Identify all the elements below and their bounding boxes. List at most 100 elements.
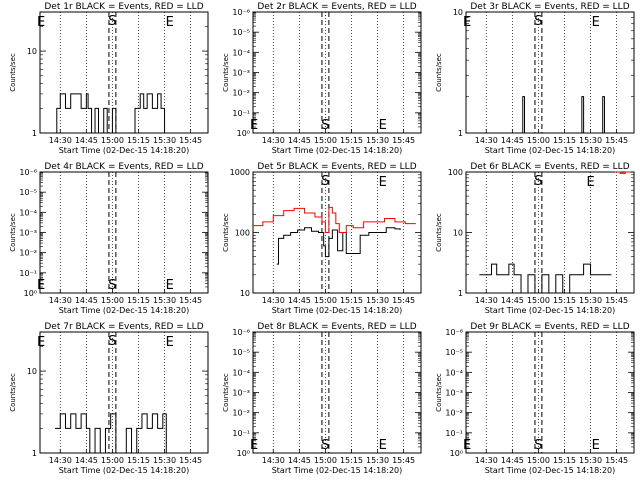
x-axis-label: Start Time (02-Dec-15 14:18:20) <box>485 466 616 475</box>
panel-title: Det 5r BLACK = Events, RED = LLD <box>257 162 416 172</box>
x-tick-label: 15:15 <box>553 296 576 305</box>
x-tick-label: 15:45 <box>605 456 628 465</box>
x-tick-label: 14:30 <box>49 456 72 465</box>
y-tick-label: 1 <box>458 129 463 138</box>
marker-e: E <box>592 438 600 453</box>
marker-s: S <box>321 174 329 189</box>
y-tick-label: 10⁰ <box>237 449 250 458</box>
marker-e: E <box>592 15 600 30</box>
x-tick-label: 15:30 <box>579 296 602 305</box>
marker-e: E <box>250 118 258 133</box>
marker-e: E <box>37 15 45 30</box>
y-tick-label: 10⁻⁴ <box>445 368 463 377</box>
x-tick-label: 15:00 <box>314 136 337 145</box>
marker-e: E <box>463 438 471 453</box>
marker-s: S <box>534 14 542 29</box>
x-tick-label: 14:30 <box>262 296 285 305</box>
y-tick-label: 100 <box>235 229 250 238</box>
x-tick-label: 15:45 <box>179 136 202 145</box>
x-tick-label: 15:30 <box>153 296 176 305</box>
plot-frame <box>465 11 635 134</box>
y-tick-label: 10⁻³ <box>232 69 250 78</box>
x-tick-label: 14:30 <box>49 136 72 145</box>
marker-e: E <box>250 438 258 453</box>
panel-title: Det 9r BLACK = Events, RED = LLD <box>470 322 629 332</box>
x-tick-label: 15:30 <box>366 136 389 145</box>
x-tick-label: 15:45 <box>392 296 415 305</box>
series-events-line <box>276 227 401 265</box>
x-axis-label: Start Time (02-Dec-15 14:18:20) <box>485 146 616 155</box>
x-tick-label: 15:45 <box>179 456 202 465</box>
marker-s: S <box>321 118 329 133</box>
x-tick-label: 15:15 <box>127 456 150 465</box>
x-axis-label: Start Time (02-Dec-15 14:18:20) <box>59 146 190 155</box>
x-tick-label: 15:30 <box>579 456 602 465</box>
x-tick-label: 14:30 <box>262 456 285 465</box>
y-tick-label: 1 <box>458 289 463 298</box>
marker-s: S <box>108 334 116 349</box>
x-tick-label: 14:30 <box>49 296 72 305</box>
x-tick-label: 15:15 <box>553 456 576 465</box>
panel-title: Det 6r BLACK = Events, RED = LLD <box>470 162 629 172</box>
marker-e: E <box>166 15 174 30</box>
y-tick-label: 10⁻³ <box>232 389 250 398</box>
x-tick-label: 15:45 <box>179 296 202 305</box>
x-tick-label: 14:45 <box>75 136 98 145</box>
y-tick-label: 1 <box>32 129 37 138</box>
x-tick-label: 15:00 <box>314 456 337 465</box>
x-tick-label: 14:45 <box>288 296 311 305</box>
x-tick-label: 15:00 <box>101 296 124 305</box>
y-axis-label: Counts/sec <box>435 53 443 92</box>
y-axis-label: Counts/sec <box>9 53 17 92</box>
plot-frame <box>39 11 209 134</box>
panel-det-5: Det 5r BLACK = Events, RED = LLD 14:30 14:… <box>222 162 422 315</box>
marker-e: E <box>379 118 387 133</box>
series-events-line <box>521 96 605 134</box>
y-tick-label: 10⁻⁶ <box>445 328 463 337</box>
marker-s: S <box>534 174 542 189</box>
y-tick-label: 10⁰ <box>237 129 250 138</box>
y-tick-label: 10⁻⁵ <box>232 348 250 357</box>
y-tick-label: 10⁻⁶ <box>232 328 250 337</box>
marker-s: S <box>108 14 116 29</box>
x-axis-label: Start Time (02-Dec-15 14:18:20) <box>272 306 403 315</box>
y-tick-label: 10 <box>27 47 37 56</box>
panel-title: Det 2r BLACK = Events, RED = LLD <box>257 2 416 12</box>
y-tick-label: 10 <box>453 229 463 238</box>
panel-det-8: Det 8r BLACK = Events, RED = LLD 14:30 14:… <box>222 322 422 475</box>
y-tick-label: 10⁻¹ <box>445 429 463 438</box>
marker-s: S <box>321 438 329 453</box>
series-events-line <box>479 263 612 294</box>
panel-title: Det 7r BLACK = Events, RED = LLD <box>44 322 203 332</box>
y-tick-label: 10 <box>453 8 463 17</box>
x-tick-label: 15:00 <box>527 456 550 465</box>
plot-frame <box>252 11 422 134</box>
x-tick-label: 15:15 <box>340 296 363 305</box>
plot-frame <box>39 331 209 454</box>
y-axis-label: Counts/sec <box>222 213 230 252</box>
x-axis-label: Start Time (02-Dec-15 14:18:20) <box>272 146 403 155</box>
series-events-line <box>55 413 167 454</box>
x-axis-label: Start Time (02-Dec-15 14:18:20) <box>485 306 616 315</box>
x-tick-label: 15:00 <box>314 296 337 305</box>
marker-e: E <box>463 15 471 30</box>
plot-frame <box>39 171 209 294</box>
x-tick-label: 15:00 <box>527 136 550 145</box>
panel-title: Det 8r BLACK = Events, RED = LLD <box>257 322 416 332</box>
panel-det-6: Det 6r BLACK = Events, RED = LLD 14:30 14:… <box>435 162 635 315</box>
y-axis-label: Counts/sec <box>222 373 230 412</box>
x-tick-label: 15:45 <box>392 456 415 465</box>
panel-det-1: Det 1r BLACK = Events, RED = LLD 14:30 14:… <box>9 2 209 155</box>
x-tick-label: 14:45 <box>501 136 524 145</box>
y-tick-label: 10⁻⁴ <box>232 48 250 57</box>
y-tick-label: 10⁻² <box>232 89 250 98</box>
y-axis-label: Counts/sec <box>9 373 17 412</box>
x-tick-label: 15:15 <box>340 136 363 145</box>
panel-det-9: Det 9r BLACK = Events, RED = LLD 14:30 14:… <box>435 322 635 475</box>
marker-e: E <box>37 335 45 350</box>
x-tick-label: 14:30 <box>475 456 498 465</box>
y-tick-label: 100 <box>448 168 463 177</box>
x-tick-label: 14:30 <box>475 136 498 145</box>
y-axis-label: Counts/sec <box>435 213 443 252</box>
y-tick-label: 10⁻² <box>445 409 463 418</box>
